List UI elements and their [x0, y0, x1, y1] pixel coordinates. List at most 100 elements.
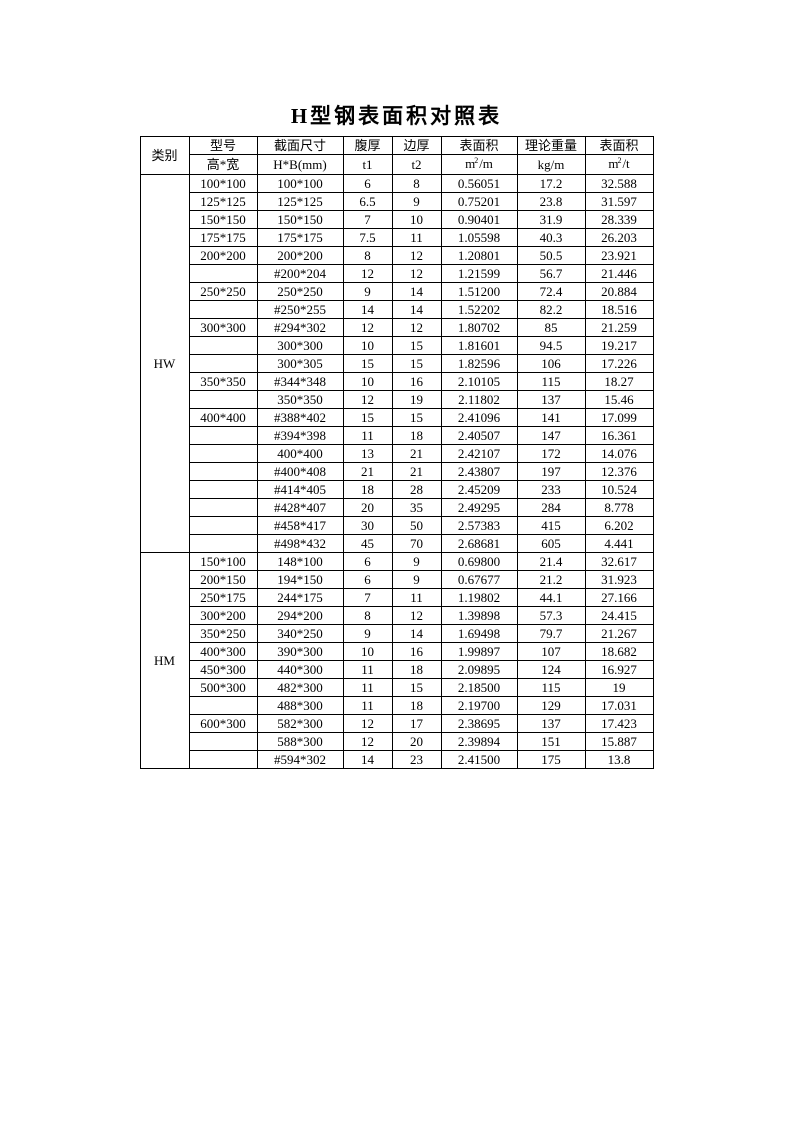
model-cell: 300*200 [189, 607, 257, 625]
header-model: 型号 [189, 137, 257, 155]
area-t-cell: 32.617 [585, 553, 653, 571]
t2-cell: 15 [392, 409, 441, 427]
weight-cell: 40.3 [517, 229, 585, 247]
t2-cell: 11 [392, 589, 441, 607]
t2-cell: 9 [392, 571, 441, 589]
category-cell: HM [140, 553, 189, 769]
weight-cell: 57.3 [517, 607, 585, 625]
area-t-cell: 18.682 [585, 643, 653, 661]
area-m-cell: 1.82596 [441, 355, 517, 373]
t1-cell: 10 [343, 373, 392, 391]
t2-cell: 16 [392, 643, 441, 661]
weight-cell: 233 [517, 481, 585, 499]
model-cell [189, 355, 257, 373]
area-t-cell: 16.361 [585, 427, 653, 445]
model-cell: 250*175 [189, 589, 257, 607]
header-t1-sub: t1 [343, 155, 392, 175]
header-area-t-sub: m2/t [585, 155, 653, 175]
dimension-cell: 294*200 [257, 607, 343, 625]
area-m-cell: 1.39898 [441, 607, 517, 625]
dimension-cell: #388*402 [257, 409, 343, 427]
dimension-cell: 488*300 [257, 697, 343, 715]
t2-cell: 12 [392, 319, 441, 337]
dimension-cell: #344*348 [257, 373, 343, 391]
dimension-cell: 440*300 [257, 661, 343, 679]
area-t-cell: 16.927 [585, 661, 653, 679]
t1-cell: 6 [343, 571, 392, 589]
table-row: #250*25514141.5220282.218.516 [140, 301, 653, 319]
area-t-cell: 15.46 [585, 391, 653, 409]
table-row: 250*250250*2509141.5120072.420.884 [140, 283, 653, 301]
dimension-cell: #458*417 [257, 517, 343, 535]
weight-cell: 284 [517, 499, 585, 517]
table-row: 125*125125*1256.590.7520123.831.597 [140, 193, 653, 211]
table-row: HW100*100100*100680.5605117.232.588 [140, 175, 653, 193]
model-cell: 450*300 [189, 661, 257, 679]
table-row: 400*300390*30010161.9989710718.682 [140, 643, 653, 661]
t2-cell: 9 [392, 553, 441, 571]
model-cell: 100*100 [189, 175, 257, 193]
area-m-cell: 1.19802 [441, 589, 517, 607]
area-t-cell: 14.076 [585, 445, 653, 463]
area-m-cell: 0.56051 [441, 175, 517, 193]
header-weight: 理论重量 [517, 137, 585, 155]
t1-cell: 12 [343, 265, 392, 283]
steel-table: 类别型号截面尺寸腹厚边厚表面积理论重量表面积高*宽H*B(mm)t1t2m2/m… [140, 136, 654, 769]
page-container: H型钢表面积对照表 类别型号截面尺寸腹厚边厚表面积理论重量表面积高*宽H*B(m… [0, 0, 793, 769]
table-row: 300*30515151.8259610617.226 [140, 355, 653, 373]
area-t-cell: 24.415 [585, 607, 653, 625]
model-cell [189, 751, 257, 769]
dimension-cell: #400*408 [257, 463, 343, 481]
dimension-cell: #394*398 [257, 427, 343, 445]
table-row: 200*150194*150690.6767721.231.923 [140, 571, 653, 589]
area-t-cell: 19 [585, 679, 653, 697]
weight-cell: 21.4 [517, 553, 585, 571]
header-category: 类别 [140, 137, 189, 175]
dimension-cell: 300*300 [257, 337, 343, 355]
table-row: HM150*100148*100690.6980021.432.617 [140, 553, 653, 571]
t1-cell: 9 [343, 625, 392, 643]
table-row: #394*39811182.4050714716.361 [140, 427, 653, 445]
area-t-cell: 18.516 [585, 301, 653, 319]
t1-cell: 18 [343, 481, 392, 499]
table-row: #594*30214232.4150017513.8 [140, 751, 653, 769]
t1-cell: 12 [343, 391, 392, 409]
model-cell: 400*400 [189, 409, 257, 427]
t1-cell: 10 [343, 337, 392, 355]
model-cell [189, 427, 257, 445]
weight-cell: 31.9 [517, 211, 585, 229]
table-row: 200*200200*2008121.2080150.523.921 [140, 247, 653, 265]
t2-cell: 18 [392, 697, 441, 715]
weight-cell: 23.8 [517, 193, 585, 211]
dimension-cell: 250*250 [257, 283, 343, 301]
t1-cell: 6 [343, 553, 392, 571]
table-row: 488*30011182.1970012917.031 [140, 697, 653, 715]
t1-cell: 15 [343, 355, 392, 373]
t1-cell: 20 [343, 499, 392, 517]
model-cell: 400*300 [189, 643, 257, 661]
table-row: #498*43245702.686816054.441 [140, 535, 653, 553]
category-cell: HW [140, 175, 189, 553]
area-m-cell: 2.68681 [441, 535, 517, 553]
t1-cell: 8 [343, 247, 392, 265]
t1-cell: 15 [343, 409, 392, 427]
weight-cell: 172 [517, 445, 585, 463]
weight-cell: 137 [517, 715, 585, 733]
area-t-cell: 17.099 [585, 409, 653, 427]
weight-cell: 79.7 [517, 625, 585, 643]
area-m-cell: 0.67677 [441, 571, 517, 589]
t1-cell: 11 [343, 661, 392, 679]
t2-cell: 19 [392, 391, 441, 409]
dimension-cell: 125*125 [257, 193, 343, 211]
header-dimension-sub: H*B(mm) [257, 155, 343, 175]
area-m-cell: 1.81601 [441, 337, 517, 355]
area-t-cell: 20.884 [585, 283, 653, 301]
area-m-cell: 1.05598 [441, 229, 517, 247]
t2-cell: 21 [392, 445, 441, 463]
t1-cell: 8 [343, 607, 392, 625]
area-m-cell: 2.11802 [441, 391, 517, 409]
area-m-cell: 2.57383 [441, 517, 517, 535]
weight-cell: 115 [517, 679, 585, 697]
area-m-cell: 1.51200 [441, 283, 517, 301]
header-area-m: 表面积 [441, 137, 517, 155]
